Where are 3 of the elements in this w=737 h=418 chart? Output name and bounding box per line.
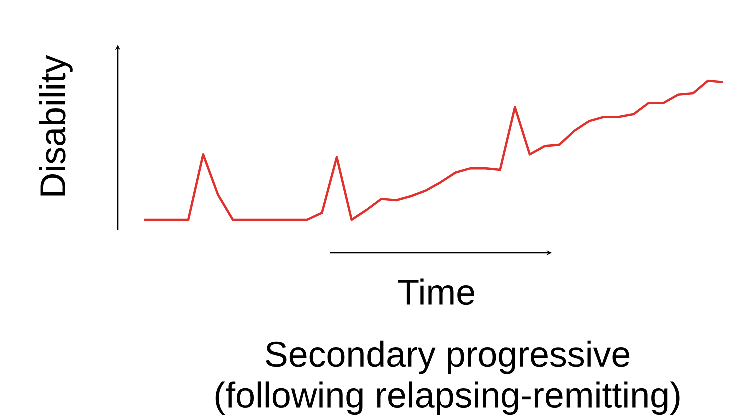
y-axis-title: Disability (39, 55, 73, 196)
x-axis-title: Time (398, 278, 474, 306)
text: Secondary progressive (following relapsing-remitting) (216, 340, 680, 416)
